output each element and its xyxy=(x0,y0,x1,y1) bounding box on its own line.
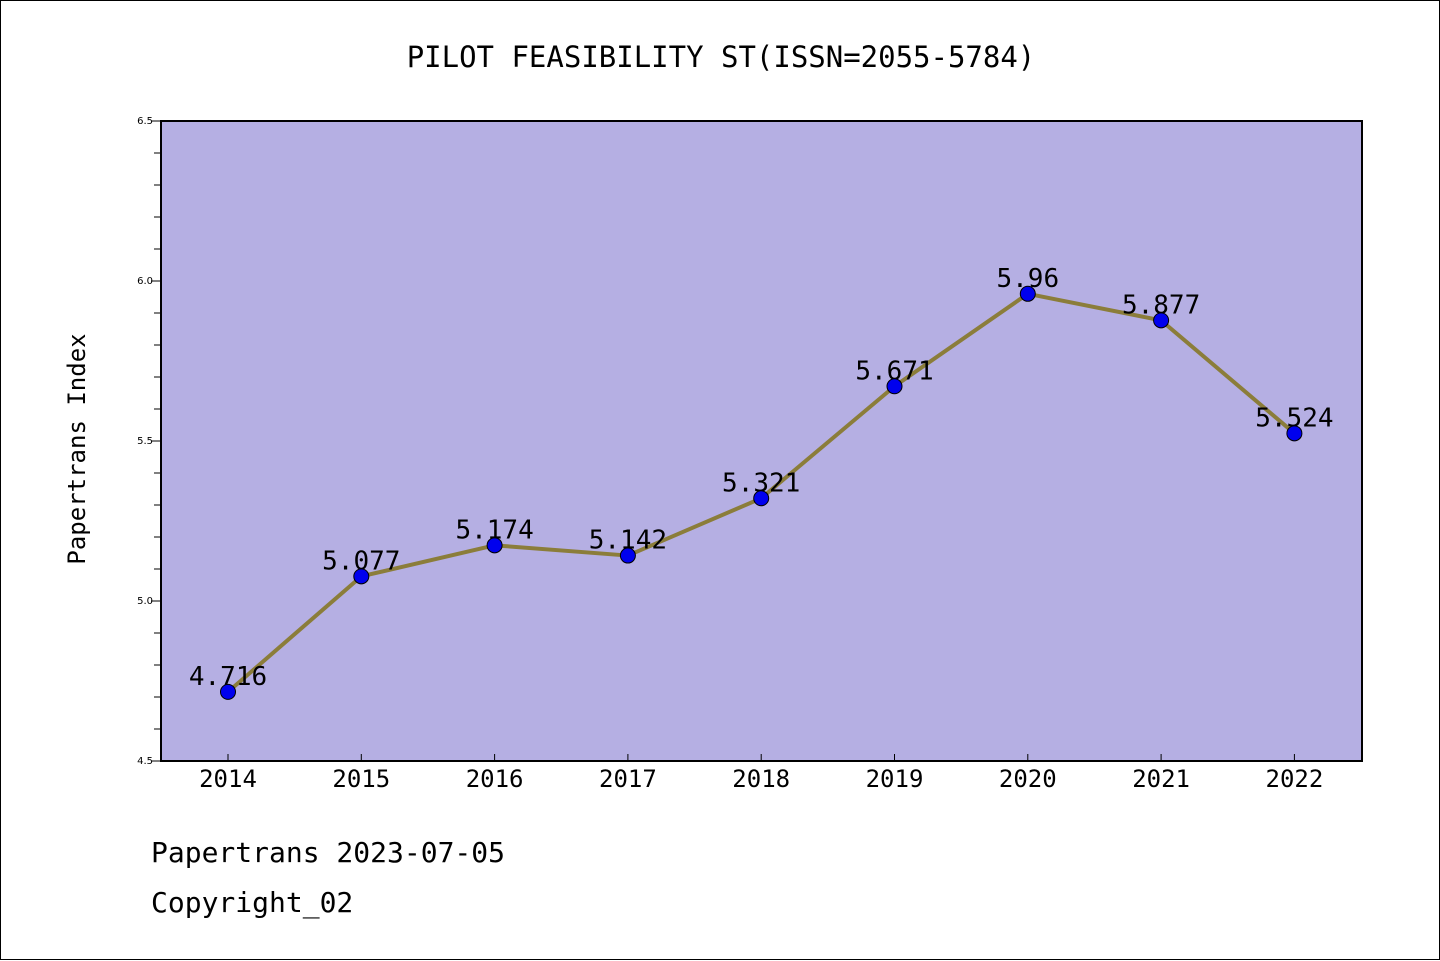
data-point xyxy=(886,378,903,395)
x-tick-label: 2016 xyxy=(466,765,524,793)
footer-copyright: Copyright_02 xyxy=(151,886,354,919)
x-tick-label: 2018 xyxy=(732,765,790,793)
plot-area xyxy=(160,120,1363,762)
y-tick-label: 6.0 xyxy=(137,276,153,287)
y-tick-label: 6.5 xyxy=(137,116,153,127)
chart-title: PILOT FEASIBILITY ST(ISSN=2055-5784) xyxy=(407,40,1036,74)
data-point xyxy=(353,568,370,585)
data-point xyxy=(753,490,770,507)
data-point xyxy=(619,547,636,564)
x-tick-label: 2021 xyxy=(1132,765,1190,793)
x-tick-label: 2022 xyxy=(1266,765,1324,793)
x-tick-label: 2014 xyxy=(199,765,257,793)
x-tick-label: 2020 xyxy=(999,765,1057,793)
data-point xyxy=(220,683,236,700)
y-tick-label: 5.0 xyxy=(137,596,153,607)
x-tick-label: 2015 xyxy=(332,765,390,793)
data-point xyxy=(1153,312,1170,329)
footer-date: Papertrans 2023-07-05 xyxy=(151,836,506,869)
data-point xyxy=(486,537,503,554)
x-tick-label: 2019 xyxy=(866,765,924,793)
y-tick-label: 4.5 xyxy=(137,756,153,767)
y-axis: 4.5 5.0 5.5 6.0 6.5 xyxy=(137,116,161,767)
data-point xyxy=(1019,285,1036,302)
y-axis-label: Papertrans Index xyxy=(63,333,91,564)
x-axis: 2014 2015 2016 2017 2018 2019 2020 2021 2022 xyxy=(199,754,1323,793)
data-markers xyxy=(220,285,1303,700)
data-point xyxy=(1286,425,1303,442)
y-tick-label: 5.5 xyxy=(137,436,153,447)
x-tick-label: 2017 xyxy=(599,765,657,793)
